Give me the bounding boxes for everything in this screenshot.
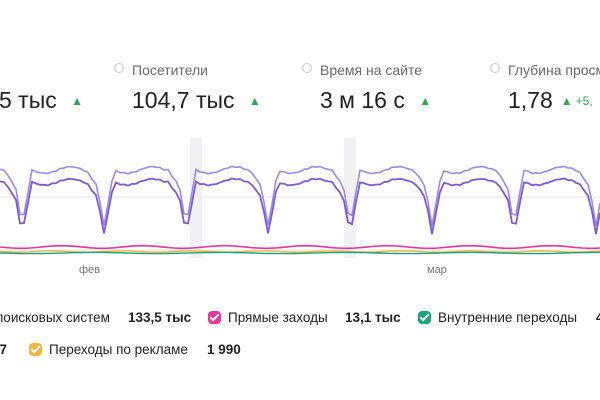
series-line-ads [0,250,600,253]
trend-up-icon: ▲ [248,94,261,108]
x-axis-tick: мар [427,264,447,276]
checkbox-checked-icon[interactable] [29,343,42,356]
metric-value-number: 1,78 [508,87,553,113]
checkbox-checked-icon[interactable] [208,311,221,324]
legend-value: 1 990 [207,342,241,357]
legend-value: 77 [0,342,8,357]
radio-icon[interactable] [490,63,500,73]
legend-label: Внутренние переходы [438,310,578,325]
series-line-main [0,177,600,235]
metric-depth-value: 1,78 ▲ +5, [508,87,593,114]
trend-up-icon: ▲ [71,94,84,108]
metric-visitors-label: Посетители [132,62,208,78]
metric-visits-value: 5 тыс ▲ [0,87,83,114]
metric-value-number: 104,7 тыс [132,87,235,113]
metric-value-number: 5 тыс [0,87,57,113]
radio-icon[interactable] [114,63,124,73]
metric-depth-delta: +5, [575,94,593,108]
legend-row: поисковых систем 133,5 тыс Прямые заходы… [0,310,600,330]
metric-value-number: 3 м 16 с [320,87,405,113]
trend-up-icon: ▲ [419,94,432,108]
trend-up-icon: ▲ [560,94,573,108]
series-line-top [0,165,600,227]
legend-label: Переходы по рекламе [49,342,188,357]
legend-row: 77 Переходы по рекламе 1 990 [0,342,600,362]
metric-time-value: 3 м 16 с ▲ [320,87,431,114]
legend-value: 4 [596,310,600,325]
legend-value: 133,5 тыс [128,310,192,325]
weekend-band [190,138,202,258]
series-line-internal [0,251,600,255]
legend-value: 13,1 тыс [345,310,401,325]
metric-time-label: Время на сайте [320,62,423,78]
checkbox-checked-icon[interactable] [418,311,431,324]
legend-label: Прямые заходы [228,310,328,325]
metric-visitors-value: 104,7 тыс ▲ [132,87,261,114]
x-axis-tick: фев [79,264,101,276]
legend-label: поисковых систем [0,310,110,325]
radio-icon[interactable] [302,63,312,73]
series-line-direct [0,244,600,250]
traffic-line-chart[interactable] [0,138,600,258]
weekend-band [344,138,356,258]
metric-depth-label: Глубина просм [508,62,600,78]
